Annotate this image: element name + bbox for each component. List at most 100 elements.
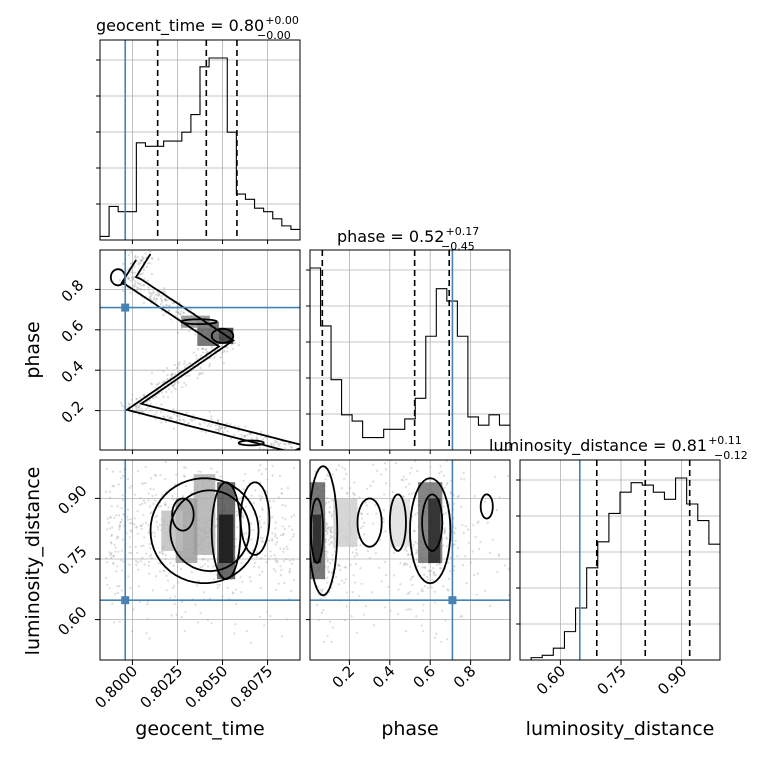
scatter-point [372,463,375,466]
scatter-point [261,438,265,441]
scatter-point [201,347,204,350]
scatter-point [498,553,501,556]
scatter-point [233,425,237,428]
scatter-point [245,630,248,633]
scatter-point [140,259,143,262]
scatter-point [226,346,229,349]
scatter-point [327,527,330,530]
scatter-point [229,423,232,426]
scatter-point [273,444,276,447]
scatter-point [170,390,173,393]
scatter-point [374,504,377,507]
y-tick-label-phase: 0.8 [58,276,88,306]
scatter-point [284,443,287,446]
scatter-point [263,624,266,627]
scatter-point [130,530,133,533]
scatter-point [290,446,293,449]
scatter-point [175,310,178,313]
scatter-point [275,440,278,443]
scatter-point [155,664,157,666]
scatter-point [317,619,320,622]
scatter-point [119,524,122,527]
scatter-point [213,578,216,581]
scatter-point [193,418,196,421]
scatter-point [273,439,277,442]
scatter-point [410,608,413,611]
scatter-point [180,567,183,570]
scatter-point [176,331,180,334]
scatter-point [142,283,145,286]
scatter-point [479,541,482,544]
scatter-point [181,399,183,401]
scatter-point [326,581,329,584]
scatter-point [261,570,264,573]
scatter-point [439,567,442,570]
scatter-point [271,539,274,542]
scatter-point [258,615,262,618]
scatter-point [360,517,364,520]
scatter-point [134,254,137,257]
scatter-point [111,485,114,488]
scatter-point [106,583,109,586]
scatter-point [353,555,356,558]
scatter-point [114,592,117,596]
scatter-point [353,581,357,584]
scatter-point [140,482,144,485]
scatter-point [109,516,112,519]
scatter-point [206,618,209,622]
scatter-point [327,565,330,569]
scatter-point [330,640,333,644]
scatter-point [496,570,499,574]
scatter-point [328,510,331,513]
scatter-point [175,613,178,617]
scatter-point [279,442,282,445]
scatter-point [154,450,156,452]
scatter-point [319,589,322,592]
scatter-point [430,569,433,572]
scatter-point [325,529,328,533]
scatter-point [155,297,158,300]
scatter-point [146,603,149,606]
scatter-point [415,615,418,618]
scatter-point [321,588,324,591]
scatter-point [345,491,348,495]
scatter-point [243,472,247,475]
scatter-point [109,541,113,544]
scatter-point [180,327,183,330]
title-phase: phase = 0.52+0.17 [337,225,479,246]
scatter-point [165,299,168,302]
scatter-point [165,420,168,423]
scatter-point [154,300,157,303]
scatter-point [326,550,329,554]
scatter-point [177,312,180,315]
scatter-point [147,564,150,567]
scatter-point [122,262,125,265]
scatter-point [344,566,347,569]
scatter-point [137,282,140,285]
scatter-point [199,354,202,357]
scatter-point [400,478,403,481]
scatter-point [176,305,179,308]
scatter-point [153,535,156,538]
scatter-point [146,406,149,409]
scatter-point [143,288,146,291]
scatter-point [219,475,222,478]
scatter-point [428,570,431,573]
scatter-point [325,553,328,556]
scatter-point [200,430,203,433]
x-tick-label-luminosity_distance: 0.60 [533,662,569,698]
scatter-point [331,558,334,562]
scatter-point [345,605,348,608]
scatter-point [283,527,287,531]
scatter-point [242,479,245,482]
scatter-point [355,548,358,551]
scatter-point [215,524,218,528]
scatter-point [153,473,157,477]
scatter-point [423,573,426,577]
scatter-point [199,366,202,369]
contour-line [237,439,265,447]
scatter-point [201,558,204,561]
scatter-point [156,291,159,294]
scatter-point [271,516,274,519]
scatter-point [178,415,181,418]
